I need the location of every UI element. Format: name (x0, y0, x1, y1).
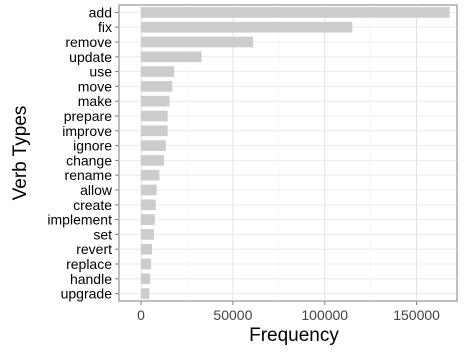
y-tick-label-replace: replace (66, 256, 112, 272)
y-tick-label-improve: improve (62, 123, 112, 139)
y-tick-label-ignore: ignore (73, 138, 112, 154)
y-tick-label-prepare: prepare (64, 108, 112, 124)
plot-background (118, 4, 458, 302)
bar-create (141, 199, 156, 211)
x-tick-label: 100000 (301, 307, 348, 323)
x-tick-label: 0 (137, 307, 145, 323)
y-axis-title: Verb Types (10, 106, 31, 201)
x-tick-label: 50000 (213, 307, 252, 323)
bar-handle (141, 273, 151, 285)
bar-change (141, 155, 165, 166)
bar-allow (141, 184, 157, 196)
grid-layer (119, 5, 457, 301)
x-tick-label: 150000 (393, 307, 440, 323)
y-tick-label-implement: implement (47, 212, 112, 228)
bar-set (141, 229, 154, 240)
bar-use (141, 66, 175, 77)
x-axis-title: Frequency (249, 325, 339, 346)
y-tick-label-allow: allow (80, 182, 113, 198)
bar-prepare (141, 110, 168, 122)
bar-upgrade (141, 288, 150, 299)
bar-add (141, 7, 450, 18)
y-tick-label-move: move (78, 78, 112, 94)
y-tick-label-add: add (89, 4, 112, 20)
y-tick-label-fix: fix (98, 19, 112, 35)
bar-improve (141, 125, 168, 137)
y-tick-labels: addfixremoveupdateusemovemakeprepareimpr… (47, 4, 119, 302)
bar-update (141, 51, 202, 63)
bar-move (141, 81, 173, 92)
y-tick-label-use: use (89, 64, 112, 80)
x-tick-labels: 0 50000 100000 150000 (137, 301, 440, 323)
y-tick-label-remove: remove (65, 34, 112, 50)
y-tick-label-create: create (73, 197, 112, 213)
bar-layer (141, 7, 450, 299)
bar-ignore (141, 140, 166, 151)
bar-make (141, 95, 170, 107)
bar-fix (141, 21, 353, 33)
y-tick-label-update: update (69, 49, 112, 65)
y-tick-label-change: change (66, 152, 112, 168)
bar-replace (141, 258, 152, 270)
y-tick-label-revert: revert (76, 241, 112, 257)
y-tick-label-set: set (93, 226, 112, 242)
bar-remove (141, 36, 254, 48)
bar-rename (141, 169, 160, 181)
bar-implement (141, 214, 155, 225)
y-tick-label-rename: rename (65, 167, 113, 183)
bar-revert (141, 243, 153, 255)
y-tick-label-make: make (78, 93, 112, 109)
y-tick-label-upgrade: upgrade (61, 286, 113, 302)
y-tick-label-handle: handle (70, 271, 112, 287)
